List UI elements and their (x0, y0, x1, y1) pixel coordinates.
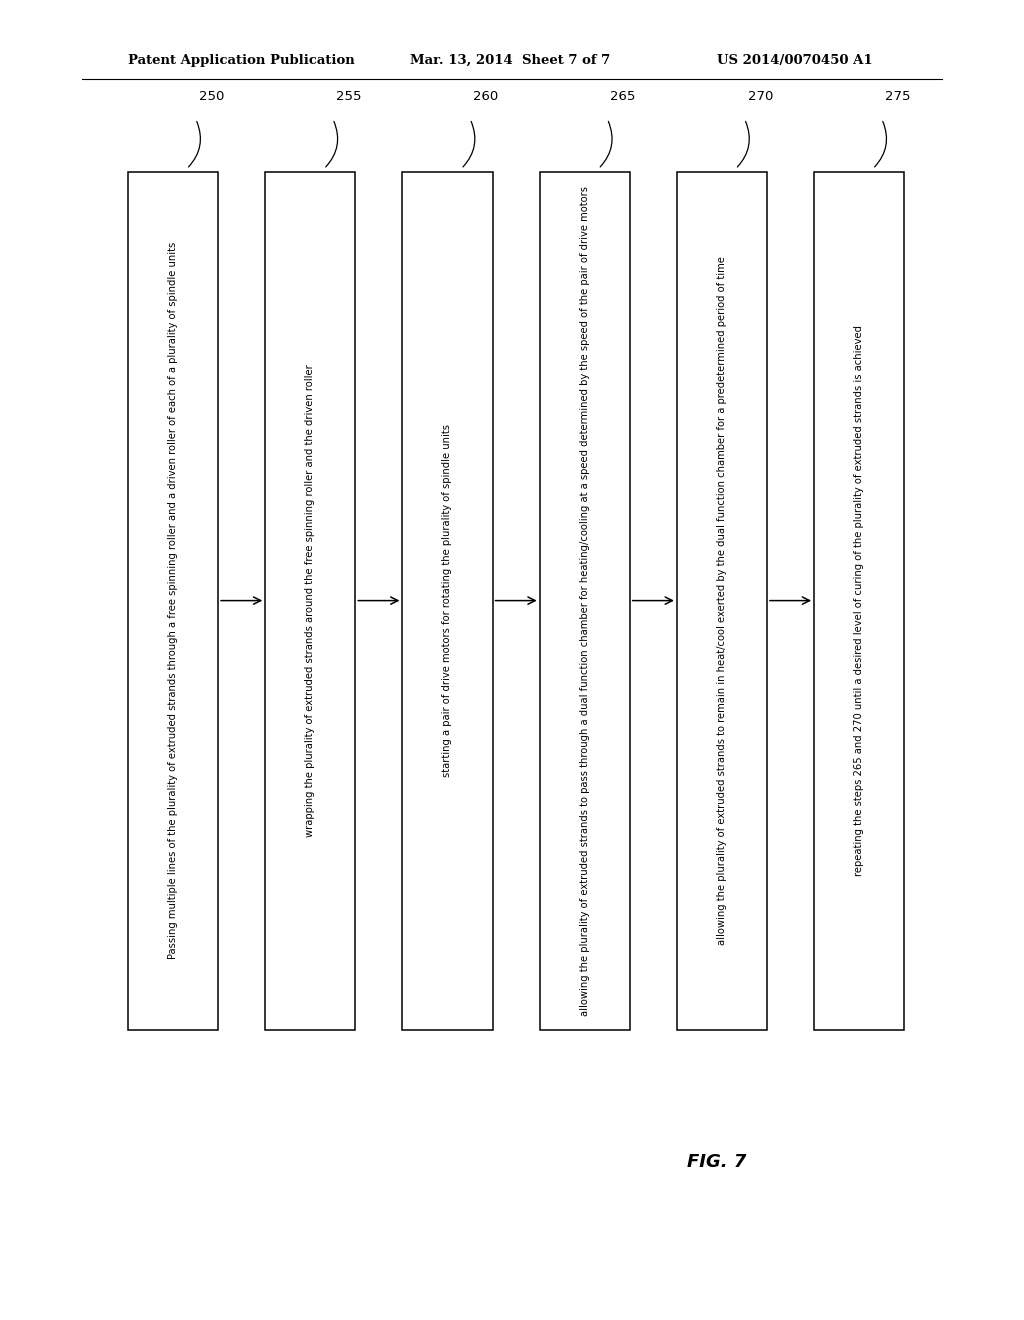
Bar (540, 172, 630, 1030)
Text: 250: 250 (199, 90, 224, 103)
Text: allowing the plurality of extruded strands to remain in heat/cool exerted by the: allowing the plurality of extruded stran… (717, 256, 727, 945)
Text: wrapping the plurality of extruded strands around the free spinning roller and t: wrapping the plurality of extruded stran… (305, 364, 315, 837)
Text: 265: 265 (610, 90, 636, 103)
Text: allowing the plurality of extruded strands to pass through a dual function chamb: allowing the plurality of extruded stran… (580, 186, 590, 1015)
Bar (265, 172, 355, 1030)
Text: US 2014/0070450 A1: US 2014/0070450 A1 (717, 54, 872, 67)
Text: 260: 260 (473, 90, 499, 103)
Text: Patent Application Publication: Patent Application Publication (128, 54, 354, 67)
Text: 275: 275 (885, 90, 910, 103)
Text: Passing multiple lines of the plurality of extruded strands through a free spinn: Passing multiple lines of the plurality … (168, 242, 178, 960)
Text: Mar. 13, 2014  Sheet 7 of 7: Mar. 13, 2014 Sheet 7 of 7 (410, 54, 610, 67)
Text: starting a pair of drive motors for rotating the plurality of spindle units: starting a pair of drive motors for rota… (442, 424, 453, 777)
Bar (402, 172, 493, 1030)
Text: FIG. 7: FIG. 7 (687, 1152, 746, 1171)
Text: repeating the steps 265 and 270 until a desired level of curing of the plurality: repeating the steps 265 and 270 until a … (854, 325, 864, 876)
Bar (677, 172, 767, 1030)
Text: 255: 255 (336, 90, 361, 103)
Text: 270: 270 (748, 90, 773, 103)
Bar (128, 172, 218, 1030)
Bar (814, 172, 904, 1030)
